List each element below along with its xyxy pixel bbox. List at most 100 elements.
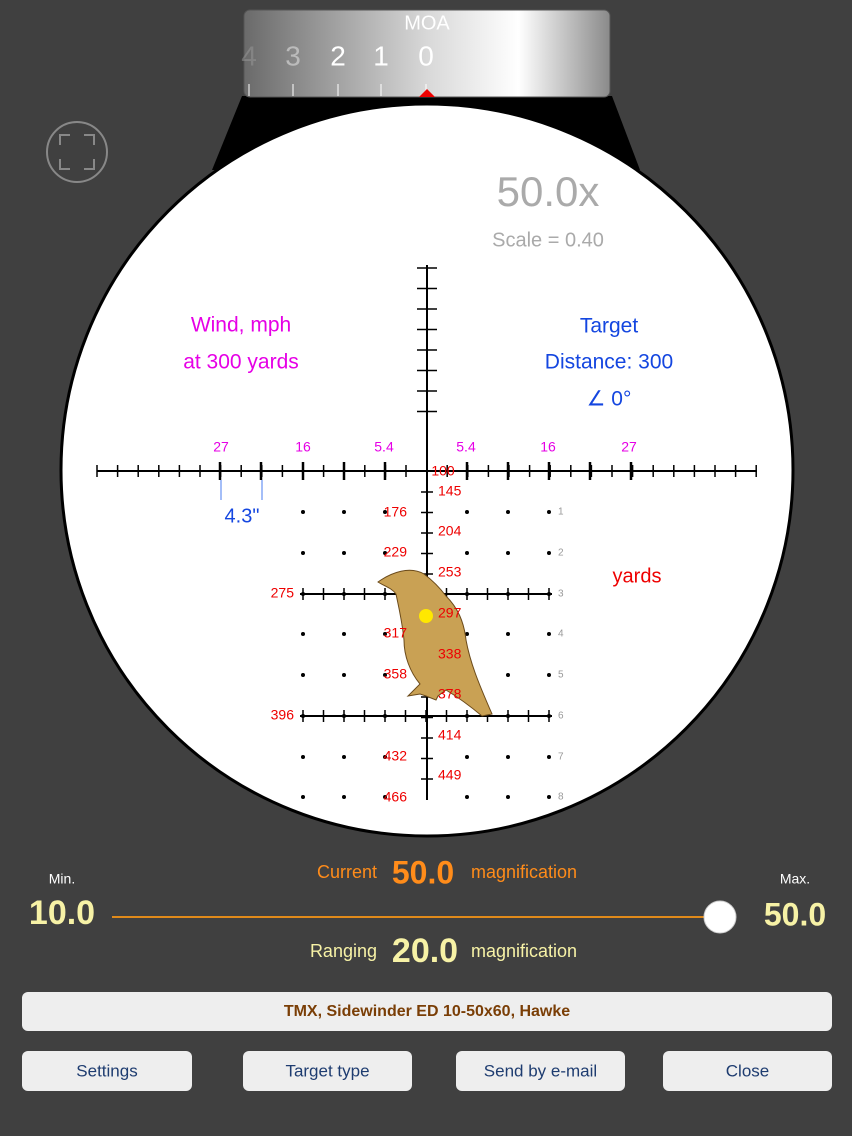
magnification: 50.0x — [497, 168, 600, 215]
reticle-dot — [301, 632, 305, 636]
reticle-dot — [547, 632, 551, 636]
reticle-dot — [301, 795, 305, 799]
current-unit: magnification — [471, 862, 577, 882]
holdover: 4.3" — [225, 505, 260, 527]
row-number: 6 — [558, 711, 564, 722]
reticle-dot — [506, 673, 510, 677]
wind-mark: 27 — [621, 439, 637, 455]
reticle-dot — [301, 755, 305, 759]
wind-mark: 16 — [540, 439, 556, 455]
button-label: Settings — [76, 1061, 137, 1080]
row-number: 5 — [558, 670, 564, 681]
reticle-dot — [342, 632, 346, 636]
range-mark: 204 — [438, 523, 462, 539]
ranging-unit: magnification — [471, 941, 577, 961]
wind-mark: 27 — [213, 439, 229, 455]
reticle-dot — [506, 592, 510, 596]
turret-number: 2 — [330, 40, 346, 71]
reticle-button[interactable] — [22, 992, 832, 1031]
crow-target — [377, 569, 493, 717]
reticle-dot — [547, 714, 551, 718]
reticle-name: TMX, Sidewinder ED 10-50x60, Hawke — [284, 1003, 570, 1020]
range-mark: 338 — [438, 646, 462, 662]
range-mark: 176 — [384, 504, 408, 520]
range-mark: 396 — [271, 707, 295, 723]
reticle-dot — [342, 673, 346, 677]
wind-mark: 5.4 — [374, 439, 394, 455]
row-number: 1 — [558, 507, 564, 518]
reticle-dot — [547, 673, 551, 677]
range-mark: 449 — [438, 767, 462, 783]
row-number: 2 — [558, 548, 564, 559]
button[interactable] — [456, 1051, 625, 1091]
range-mark: 466 — [384, 789, 408, 805]
min-label: Min. — [49, 871, 75, 887]
turret-number: 3 — [285, 40, 301, 71]
range-mark: 432 — [384, 748, 408, 764]
range-mark: 317 — [384, 625, 408, 641]
reticle-dot — [547, 795, 551, 799]
reticle-dot — [506, 551, 510, 555]
reticle-dot — [342, 714, 346, 718]
reticle-dot — [506, 755, 510, 759]
button-label: Target type — [285, 1061, 369, 1080]
row-number: 7 — [558, 752, 564, 763]
max-value: 50.0 — [764, 896, 826, 932]
turret-number: 4 — [241, 40, 257, 71]
target-distance: Distance: 300 — [545, 351, 673, 374]
reticle-dot — [301, 551, 305, 555]
reticle-dot — [342, 592, 346, 596]
reticle-dot — [301, 510, 305, 514]
fullscreen-button[interactable] — [46, 121, 108, 183]
reticle-dot — [506, 510, 510, 514]
target-angle: ∠ 0° — [587, 388, 632, 411]
reticle-dot — [383, 673, 387, 677]
row-number: 8 — [558, 792, 564, 803]
aim-point — [419, 609, 433, 623]
current-label: Current — [317, 862, 377, 882]
ranging-label: Ranging — [310, 941, 377, 961]
reticle-dot — [383, 592, 387, 596]
reticle-dot — [465, 795, 469, 799]
reticle-dot — [547, 755, 551, 759]
ranging-value: 20.0 — [392, 932, 458, 970]
wind-distance: at 300 yards — [183, 351, 299, 374]
reticle-dot — [547, 592, 551, 596]
min-value: 10.0 — [29, 894, 95, 932]
reticle-dot — [383, 632, 387, 636]
reticle-dot — [383, 795, 387, 799]
range-mark: 100 — [431, 463, 455, 479]
reticle-dot — [465, 632, 469, 636]
reticle-dot — [465, 510, 469, 514]
reticle-dot — [383, 551, 387, 555]
range-mark: 378 — [438, 686, 462, 702]
button[interactable] — [22, 1051, 192, 1091]
reticle-dot — [342, 795, 346, 799]
reticle-dot — [465, 551, 469, 555]
button[interactable] — [243, 1051, 412, 1091]
reticle-dot — [383, 755, 387, 759]
reticle-dot — [506, 632, 510, 636]
turret-pointer — [419, 89, 435, 97]
slider-thumb[interactable] — [703, 900, 737, 934]
button-label: Send by e-mail — [484, 1061, 597, 1080]
row-number: 4 — [558, 629, 564, 640]
button[interactable] — [663, 1051, 832, 1091]
reticle-dot — [301, 714, 305, 718]
reticle-dot — [301, 673, 305, 677]
reticle-dot — [383, 510, 387, 514]
wind-mark: 5.4 — [456, 439, 476, 455]
wind-mark: 16 — [295, 439, 311, 455]
range-mark: 414 — [438, 727, 462, 743]
reticle-dot — [547, 551, 551, 555]
scale: Scale = 0.40 — [492, 229, 604, 251]
range-mark: 145 — [438, 483, 462, 499]
reticle-dot — [301, 592, 305, 596]
reticle-dot — [342, 551, 346, 555]
range-mark: 229 — [384, 544, 408, 560]
range-mark: 253 — [438, 564, 462, 580]
reticle-dot — [547, 510, 551, 514]
turret-number: 1 — [373, 40, 389, 71]
fullscreen-icon — [59, 134, 95, 170]
